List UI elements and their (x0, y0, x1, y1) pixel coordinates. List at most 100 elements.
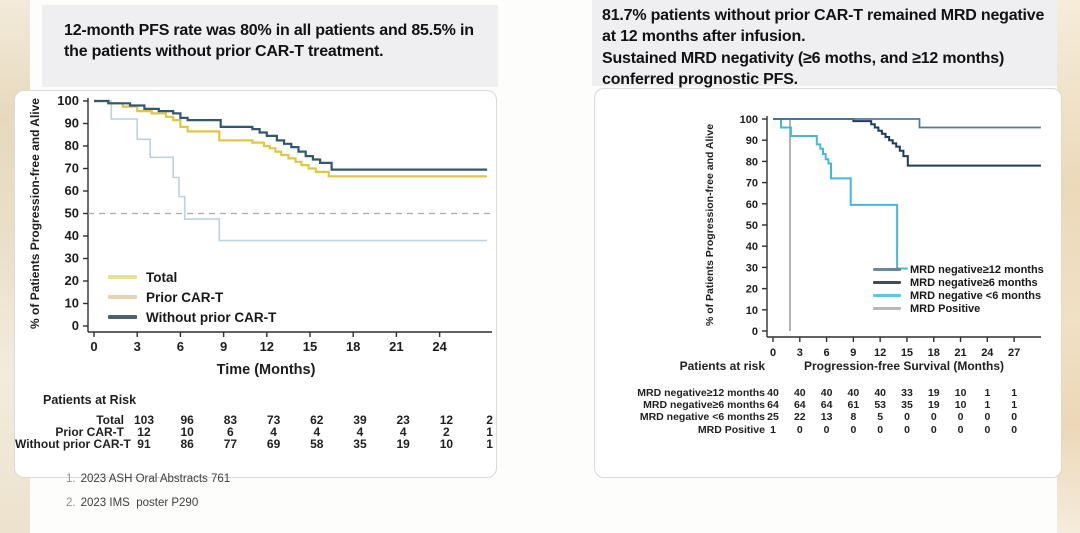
legend-item-label: Without prior CAR-T (146, 309, 277, 325)
risk-value: 40 (847, 387, 860, 399)
risk-table-header: Patients at risk (679, 359, 765, 373)
risk-value: 0 (957, 424, 964, 436)
risk-value: 40 (874, 387, 887, 399)
risk-value: 64 (767, 399, 779, 411)
risk-row-label: MRD negative≥12 months (637, 387, 765, 399)
km-chart-left: 0 10 20 30 40 50 60 70 80 90 100 0 3 6 9 12 15 18 21 24 % of… (28, 93, 492, 378)
legend-item: MRD Positive (873, 302, 1044, 315)
km-curve-without-prior-car-t (94, 99, 488, 171)
risk-value: 22 (793, 411, 806, 423)
pfs-chart-card-right: 0 10 20 30 40 50 60 70 80 90 100 0 3 6 9 12 15 18 21 24 27% … (594, 88, 1062, 478)
x-tick-label: 3 (797, 347, 803, 357)
km-curve-mrd-positive (788, 118, 791, 331)
km-curve-mrd-negative-12-months (773, 118, 1041, 129)
risk-value: 10 (954, 399, 967, 411)
legend-swatch (873, 281, 901, 284)
risk-value: 0 (796, 424, 803, 436)
risk-value: 0 (904, 411, 910, 423)
footnote-1-text: 2023 ASH Oral Abstracts 761 (80, 473, 231, 485)
risk-value: 35 (353, 437, 367, 451)
legend-item: Total (108, 267, 276, 287)
km-chart-right: 0 10 20 30 40 50 60 70 80 90 100 0 3 6 9 12 15 18 21 24 27 % … (704, 114, 1041, 357)
x-tick-label: 27 (1008, 347, 1020, 357)
footnote-2: 2. 2023 IMS poster P290 (66, 497, 230, 509)
x-tick-label: 15 (303, 339, 317, 354)
y-tick-label: 10 (746, 305, 758, 317)
patients-at-risk-table-right: Patients at risk Progression-free Surviva… (595, 353, 1061, 477)
risk-value: 0 (1011, 424, 1018, 436)
legend-item-label: Total (146, 269, 178, 285)
risk-value: 33 (901, 387, 913, 399)
legend-swatch (108, 275, 137, 279)
x-tick-label: 18 (928, 347, 940, 357)
x-tick-label: 15 (901, 347, 913, 357)
left-title-box: 12-month PFS rate was 80% in all patient… (42, 5, 498, 87)
footnote-2-number: 2. (66, 497, 76, 509)
y-tick-label: 30 (746, 262, 758, 274)
risk-value: 6 (227, 425, 234, 439)
pfs-chart-card-left: 0 10 20 30 40 50 60 70 80 90 100 0 3 6 9 12 15 18 21 24% of… (14, 90, 497, 478)
risk-value: 0 (984, 424, 991, 436)
x-tick-label: 12 (874, 347, 886, 357)
risk-value: 0 (877, 424, 884, 436)
risk-row-label: MRD negative <6 months (639, 411, 765, 423)
y-tick-label: 80 (65, 138, 79, 153)
risk-row-label: MRD Positive (697, 424, 765, 436)
y-tick-label: 40 (746, 241, 758, 253)
risk-value: 4 (313, 425, 321, 439)
risk-value: 1 (770, 424, 776, 436)
legend-item-label: MRD negative <6 months (910, 289, 1042, 302)
x-tick-label: 12 (260, 339, 274, 354)
risk-value: 13 (820, 411, 833, 423)
risk-value: 40 (793, 387, 806, 399)
legend-item: MRD negative≥12 months (873, 263, 1044, 276)
risk-value: 53 (874, 399, 887, 411)
footnote-2-text: 2023 IMS poster P290 (80, 497, 199, 509)
y-tick-label: 100 (57, 93, 79, 108)
risk-row-label: Without prior CAR-T (15, 437, 131, 451)
y-tick-label: 60 (65, 183, 79, 198)
risk-value: 10 (439, 437, 454, 451)
risk-value: 40 (820, 387, 833, 399)
risk-value: 77 (223, 437, 238, 451)
x-tick-label: 21 (389, 339, 403, 354)
legend-item-label: MRD negative≥12 months (910, 263, 1044, 276)
legend-item-label: Prior CAR-T (146, 289, 224, 305)
risk-table-header: Patients at Risk (43, 393, 137, 407)
x-tick-label: 0 (770, 347, 776, 357)
risk-row-label: MRD negative≥6 months (643, 399, 765, 411)
right-decorative-strip (1057, 0, 1080, 533)
y-tick-label: 60 (746, 199, 758, 211)
legend-swatch (108, 315, 137, 319)
risk-value: 62 (310, 413, 324, 427)
risk-value: 0 (957, 411, 964, 423)
legend-item-label: MRD Positive (910, 302, 981, 315)
risk-value: 12 (137, 425, 151, 439)
y-tick-label: 0 (752, 326, 758, 338)
legend-item-label: MRD negative≥6 months (910, 276, 1038, 289)
risk-value: 1 (486, 437, 493, 451)
risk-value: 0 (1011, 411, 1018, 423)
legend-item: MRD negative <6 months (873, 289, 1044, 302)
x-tick-label: 21 (954, 347, 966, 357)
y-axis-title: % of Patients Progression-free and Alive (704, 124, 716, 326)
legend-item: MRD negative≥6 months (873, 276, 1044, 289)
footnote-1-number: 1. (66, 473, 76, 485)
y-tick-label: 80 (746, 156, 758, 168)
risk-value: 1 (1011, 387, 1018, 399)
legend-swatch (873, 268, 901, 271)
y-tick-label: 10 (65, 296, 79, 311)
x-tick-label: 18 (346, 339, 360, 354)
risk-value: 2 (486, 413, 493, 427)
x-tick-label: 6 (177, 339, 184, 354)
risk-value: 10 (180, 425, 194, 439)
risk-value: 23 (396, 413, 410, 427)
footnotes: 1. 2023 ASH Oral Abstracts 761 2. 2023 I… (66, 473, 230, 521)
km-curve-prior-car-t (94, 100, 488, 242)
y-tick-label: 0 (72, 318, 79, 333)
risk-value: 5 (877, 411, 884, 423)
risk-value: 4 (399, 425, 407, 439)
risk-value: 8 (850, 411, 857, 423)
footnote-1: 1. 2023 ASH Oral Abstracts 761 (66, 473, 230, 485)
risk-value: 40 (767, 387, 779, 399)
